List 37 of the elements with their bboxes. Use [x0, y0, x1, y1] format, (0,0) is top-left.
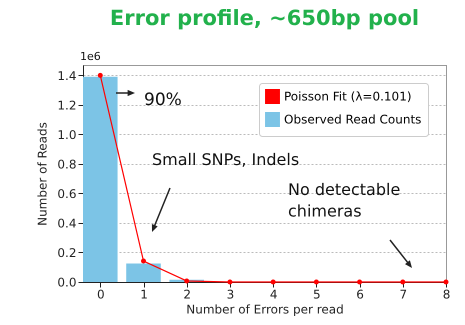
bar	[126, 264, 161, 282]
annotation: 90%	[144, 90, 182, 110]
point	[270, 280, 276, 284]
x-tick-label: 5	[313, 288, 321, 302]
point	[400, 280, 406, 284]
y-tick-label: 0.0	[57, 276, 76, 290]
annotation: No detectable chimeras	[288, 180, 400, 221]
chart-title: Error profile, ~650bp pool	[110, 6, 420, 30]
y-axis-title: Number of Reads	[35, 122, 50, 226]
x-tick-label: 6	[356, 288, 364, 302]
y-tick-label: 1.4	[57, 68, 76, 83]
annotation: Small SNPs, Indels	[152, 150, 300, 169]
x-tick-label: 7	[399, 288, 408, 302]
point	[357, 280, 362, 284]
y-tick-label: 1.2	[57, 98, 76, 112]
y-tick-label: 0.2	[57, 246, 76, 260]
y-tick-label: 1.0	[57, 128, 76, 142]
bar	[83, 76, 118, 282]
point	[98, 72, 103, 78]
x-tick-label: 3	[226, 288, 234, 302]
x-tick-label: 1	[140, 288, 148, 302]
x-tick-label: 4	[270, 288, 278, 302]
x-axis-title: Number of Errors per read	[186, 302, 344, 316]
point	[141, 258, 146, 264]
x-tick-label: 8	[442, 288, 450, 302]
point	[314, 280, 319, 284]
x-tick-label: 0	[96, 288, 105, 302]
point	[444, 280, 448, 284]
legend-label: Poisson Fit (λ=0.101)	[284, 90, 412, 104]
point	[227, 280, 232, 284]
x-tick-label: 2	[183, 288, 192, 302]
y-tick-label: 0.8	[57, 157, 76, 172]
y-tick-label: 0.4	[57, 216, 76, 230]
y-tick-label: 0.6	[57, 186, 76, 201]
point	[184, 278, 190, 284]
legend-label: Observed Read Counts	[284, 112, 422, 126]
text: 1e6	[80, 50, 101, 63]
